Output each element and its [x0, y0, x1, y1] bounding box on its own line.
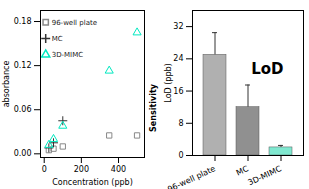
svg-text:200: 200: [74, 165, 89, 174]
svg-text:0.18: 0.18: [14, 17, 32, 26]
svg-text:LoD (ppb): LoD (ppb): [164, 63, 173, 102]
svg-text:0: 0: [42, 165, 47, 174]
svg-text:0.12: 0.12: [14, 61, 32, 70]
svg-text:3D-MIMC: 3D-MIMC: [247, 164, 284, 187]
svg-text:LoD: LoD: [251, 60, 283, 78]
svg-text:MC: MC: [235, 164, 250, 178]
svg-text:96-well plate: 96-well plate: [52, 19, 97, 27]
svg-text:3D-MIMC: 3D-MIMC: [52, 51, 84, 59]
svg-text:32: 32: [173, 22, 183, 31]
svg-text:absorbance: absorbance: [2, 61, 11, 108]
svg-text:0.06: 0.06: [14, 105, 32, 114]
svg-text:16: 16: [173, 87, 183, 96]
svg-text:96-well plate: 96-well plate: [166, 164, 217, 189]
svg-text:0.00: 0.00: [14, 149, 32, 158]
svg-text:24: 24: [173, 54, 183, 63]
svg-text:Sensitivity: Sensitivity: [149, 83, 158, 132]
svg-text:MC: MC: [52, 35, 63, 43]
svg-text:Concentration (ppb): Concentration (ppb): [52, 178, 133, 187]
svg-text:8: 8: [178, 119, 183, 128]
svg-text:400: 400: [111, 165, 126, 174]
svg-text:0: 0: [178, 151, 183, 160]
